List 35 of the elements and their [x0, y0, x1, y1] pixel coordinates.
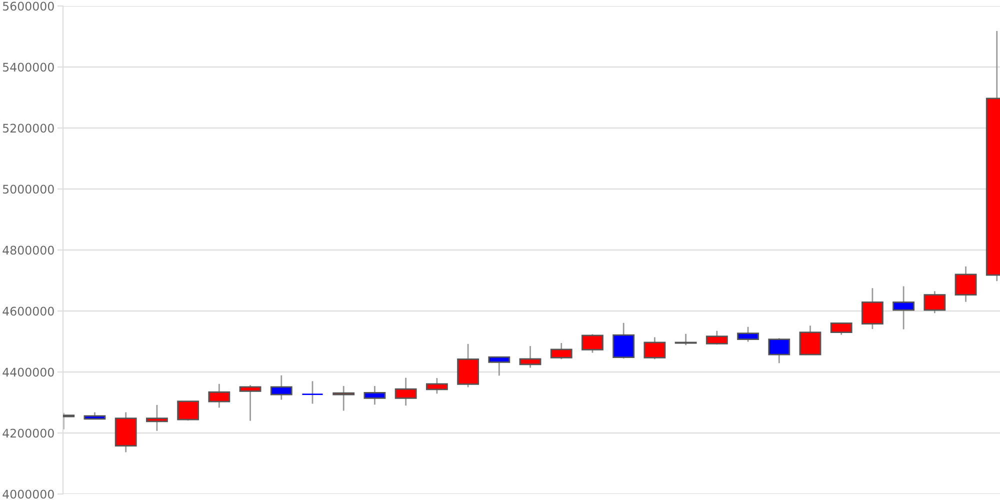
- candlestick: [924, 290, 946, 314]
- candlestick: [954, 266, 977, 303]
- y-tick-label: 5000000: [3, 184, 54, 194]
- y-tick-label: 4600000: [2, 306, 54, 316]
- candlestick: [612, 322, 635, 360]
- candlestick: [737, 326, 759, 342]
- candlestick: [146, 404, 168, 432]
- y-tick-label: 5400000: [3, 62, 54, 72]
- candlestick: [270, 374, 292, 400]
- y-tick-label: 5200000: [3, 124, 54, 133]
- candlestick: [799, 324, 822, 356]
- candlestick: [861, 287, 884, 330]
- candlestick: [302, 380, 324, 404]
- candlestick: [768, 337, 790, 364]
- candlestick: [239, 384, 262, 422]
- y-tick-label: 4200000: [2, 428, 54, 438]
- candlestick: [674, 333, 697, 346]
- candlestick: [550, 342, 572, 360]
- candlestick: [394, 377, 417, 406]
- y-tick-label: 4800000: [2, 246, 54, 255]
- candlestick: [830, 322, 852, 336]
- y-tick-label: 5600000: [3, 2, 54, 11]
- candlestick: [364, 385, 386, 406]
- y-tick-label: 4400000: [2, 368, 54, 377]
- candlestick: [519, 345, 542, 368]
- candlestick: [488, 356, 510, 376]
- candlestick: [332, 385, 355, 412]
- y-tick-label: 4000000: [2, 490, 54, 499]
- candlestick: [177, 400, 200, 422]
- candlestick: [892, 286, 915, 330]
- candlestick: [582, 333, 604, 354]
- candlestick: [644, 336, 666, 360]
- candlestick: [706, 330, 728, 346]
- candlestick: [426, 377, 448, 394]
- candlestick: [208, 383, 230, 408]
